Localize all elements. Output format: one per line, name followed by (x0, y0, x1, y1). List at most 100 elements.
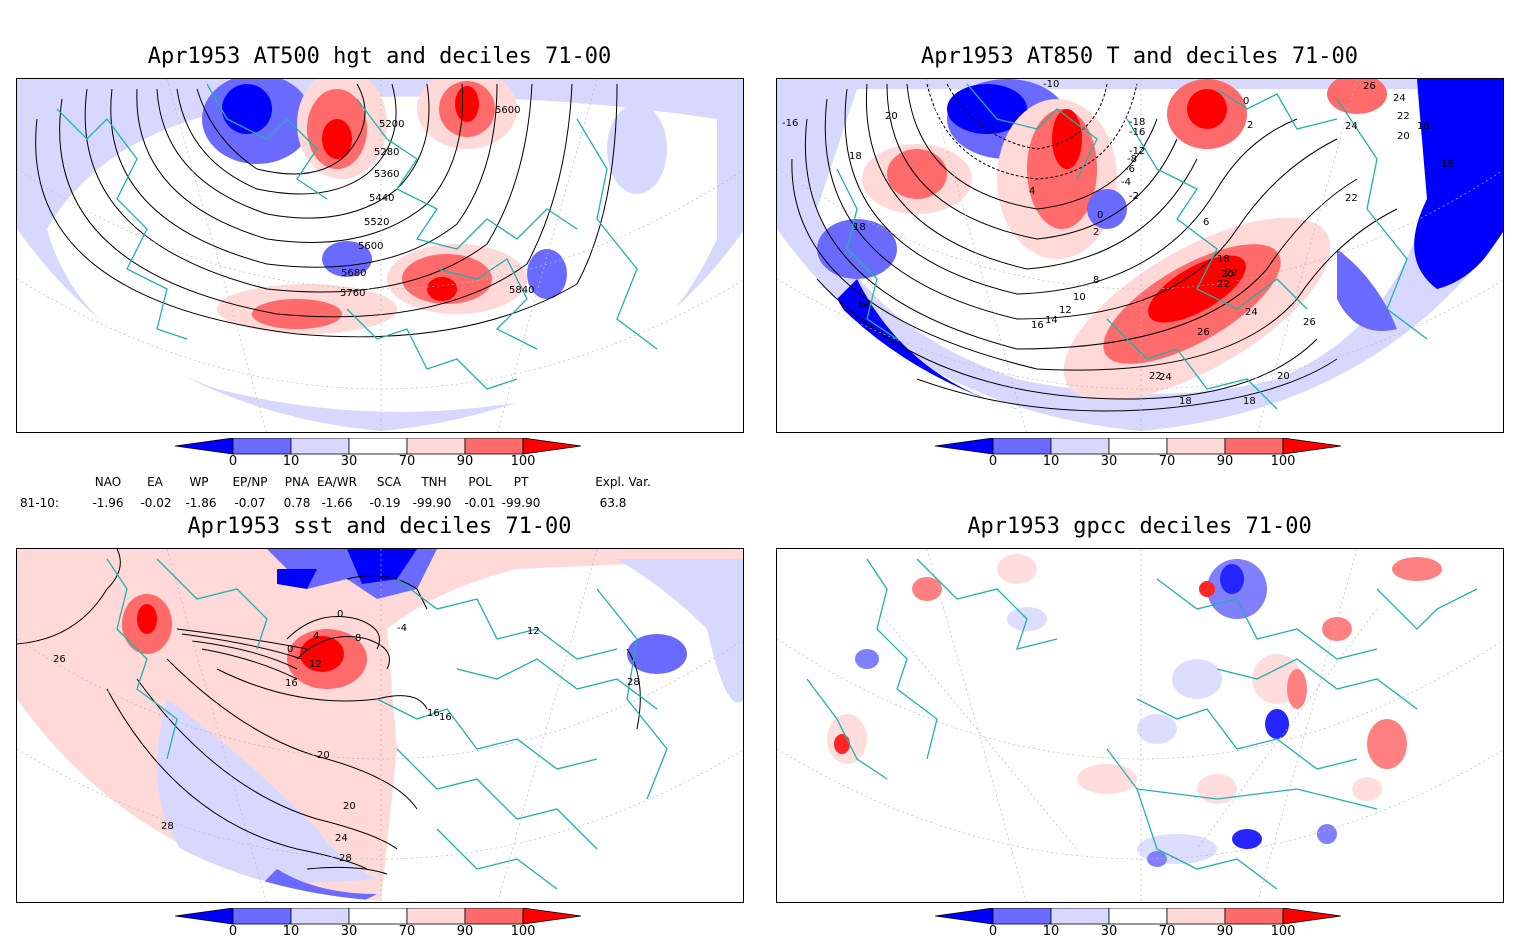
svg-text:0: 0 (337, 609, 343, 620)
colorbar-tick-label: 10 (1042, 454, 1060, 469)
colorbar-segment (464, 438, 524, 455)
svg-text:24: 24 (1393, 93, 1406, 104)
svg-text:18: 18 (1217, 254, 1230, 265)
colorbar-tick-label: 30 (340, 454, 358, 469)
svg-text:28: 28 (339, 853, 352, 864)
svg-text:18: 18 (853, 222, 866, 233)
index-value: -99.90 (501, 496, 541, 510)
colorbar-tick-label: 100 (1270, 924, 1296, 939)
svg-text:22: 22 (1149, 371, 1162, 382)
colorbar-segment (935, 908, 994, 925)
svg-text:-16: -16 (782, 118, 798, 129)
svg-text:-16: -16 (1129, 127, 1145, 138)
svg-text:4: 4 (313, 631, 319, 642)
svg-text:24: 24 (1159, 372, 1172, 383)
index-header: POL (468, 475, 492, 489)
colorbar-segment (522, 908, 582, 925)
svg-text:26: 26 (1197, 327, 1210, 338)
svg-text:22: 22 (1345, 193, 1358, 204)
colorbar-tick-label: 70 (398, 924, 416, 939)
index-header: PT (513, 475, 529, 489)
svg-text:20: 20 (1221, 269, 1234, 280)
svg-text:22: 22 (1397, 111, 1410, 122)
map-panel-sst: 26 0 4 8 12 16 16 20 24 28 28 20 16 0 -4 28 12 (16, 548, 744, 903)
svg-text:-18: -18 (1129, 117, 1145, 128)
svg-text:0: 0 (287, 644, 293, 655)
svg-text:18: 18 (1243, 396, 1256, 407)
colorbar-segment (290, 908, 350, 925)
index-header: SCA (376, 475, 402, 489)
panel-title-sst: Apr1953 sst and deciles 71-00 (187, 514, 572, 539)
index-header: TNH (421, 475, 447, 489)
index-value: -1.66 (321, 496, 353, 510)
svg-text:5440: 5440 (369, 193, 394, 204)
colorbar-tick-label: 100 (510, 454, 536, 469)
svg-text:4: 4 (1029, 186, 1035, 197)
colorbar-segment (992, 908, 1052, 925)
svg-text:20: 20 (1397, 131, 1410, 142)
svg-text:-12: -12 (1129, 146, 1145, 157)
svg-text:10: 10 (1073, 292, 1086, 303)
colorbar-tick-label: 100 (510, 924, 536, 939)
map-sst: 26 0 4 8 12 16 16 20 24 28 28 20 16 0 -4 28 12 (17, 549, 743, 902)
svg-text:8: 8 (1093, 275, 1099, 286)
svg-text:8: 8 (355, 633, 361, 644)
svg-text:26: 26 (1363, 81, 1376, 92)
svg-text:5600: 5600 (358, 241, 383, 252)
colorbar-segment (522, 438, 582, 455)
svg-text:20: 20 (317, 750, 330, 761)
colorbar-tick-label: 90 (456, 924, 474, 939)
colorbar-segment (232, 908, 292, 925)
map-hgt: 5200 5280 5360 5440 5520 5600 5680 5760 5840 56… (17, 79, 743, 432)
index-value: -0.01 (464, 496, 496, 510)
svg-text:14: 14 (1045, 315, 1058, 326)
svg-text:18: 18 (1179, 396, 1192, 407)
svg-text:16: 16 (857, 300, 870, 311)
svg-text:24: 24 (1245, 307, 1258, 318)
colorbar-tick-label: 90 (456, 454, 474, 469)
colorbar-bottom-right (935, 908, 1342, 925)
svg-text:2: 2 (1093, 227, 1099, 238)
colorbar-tick-label: 0 (988, 454, 998, 469)
indices-row-label: 81-10: (20, 496, 59, 510)
index-header: Expl. Var. (595, 475, 651, 489)
svg-text:28: 28 (161, 821, 174, 832)
svg-text:-6: -6 (1125, 164, 1135, 175)
svg-text:12: 12 (1059, 305, 1072, 316)
colorbar-tick-label: 0 (988, 924, 998, 939)
svg-text:20: 20 (885, 111, 898, 122)
colorbar-top-left (175, 438, 582, 455)
svg-text:-2: -2 (1129, 191, 1139, 202)
svg-text:5200: 5200 (379, 119, 404, 130)
colorbar-tick-label: 10 (1042, 924, 1060, 939)
index-header: EA/WR (316, 475, 358, 489)
colorbar-segment (348, 908, 408, 925)
colorbar-tick-label: 30 (1100, 924, 1118, 939)
index-header: WP (189, 475, 209, 489)
index-header: EA (147, 475, 163, 489)
svg-text:18: 18 (849, 151, 862, 162)
colorbar-segment (1282, 908, 1342, 925)
svg-text:16: 16 (1441, 159, 1454, 170)
index-value: -0.07 (234, 496, 266, 510)
svg-text:24: 24 (335, 833, 348, 844)
svg-text:16: 16 (285, 678, 298, 689)
index-value: -0.02 (140, 496, 172, 510)
colorbar-segment (1050, 908, 1110, 925)
colorbar-bottom-left (175, 908, 582, 925)
svg-text:5760: 5760 (340, 288, 365, 299)
svg-text:-4: -4 (1121, 177, 1131, 188)
svg-text:-8: -8 (1127, 154, 1137, 165)
colorbar-segment (1166, 438, 1226, 455)
index-value: 0.78 (283, 496, 311, 510)
colorbar-tick-label: 0 (228, 924, 238, 939)
colorbar-tick-label: 70 (1158, 924, 1176, 939)
colorbar-segment (1108, 908, 1168, 925)
svg-text:18: 18 (1417, 121, 1430, 132)
colorbar-segment (935, 438, 994, 455)
svg-text:0: 0 (1243, 96, 1249, 107)
colorbar-segment (290, 438, 350, 455)
index-header: PNA (284, 475, 310, 489)
colorbar-segment (464, 908, 524, 925)
